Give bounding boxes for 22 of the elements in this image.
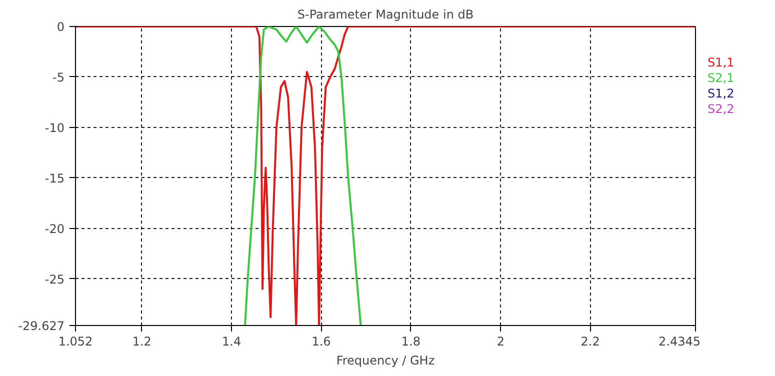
text: S1,1 — [708, 55, 734, 70]
chart-title: S-Parameter Magnitude in dB — [297, 8, 474, 22]
x-tick-label: 2.2 — [580, 334, 600, 348]
text: S2,1 — [708, 70, 734, 85]
y-tick-label: -25 — [44, 272, 65, 286]
y-tick-label: -15 — [44, 171, 65, 186]
x-tick-label: 1.4 — [222, 334, 242, 348]
x-tick-label: 2 — [496, 334, 504, 348]
x-tick-label: 1.6 — [312, 334, 331, 348]
x-axis-title: Frequency / GHz — [336, 354, 435, 368]
y-tick-label: -5 — [52, 70, 65, 84]
line-series — [244, 26, 362, 326]
y-tick-label: -10 — [44, 120, 65, 135]
y-tick-label: -20 — [44, 222, 65, 236]
x-tick-label: 2.4345 — [658, 334, 701, 348]
y-tick-label: 0 — [56, 20, 65, 34]
x-tick-label: 1.052 — [58, 334, 93, 348]
legend-label: S1,2 — [708, 86, 734, 100]
x-tick-label: 1.2 — [132, 334, 152, 348]
x-tick-label: 1.8 — [401, 334, 420, 348]
legend-label: S2,2 — [708, 102, 734, 116]
y-tick-label: -29.627 — [18, 319, 65, 333]
